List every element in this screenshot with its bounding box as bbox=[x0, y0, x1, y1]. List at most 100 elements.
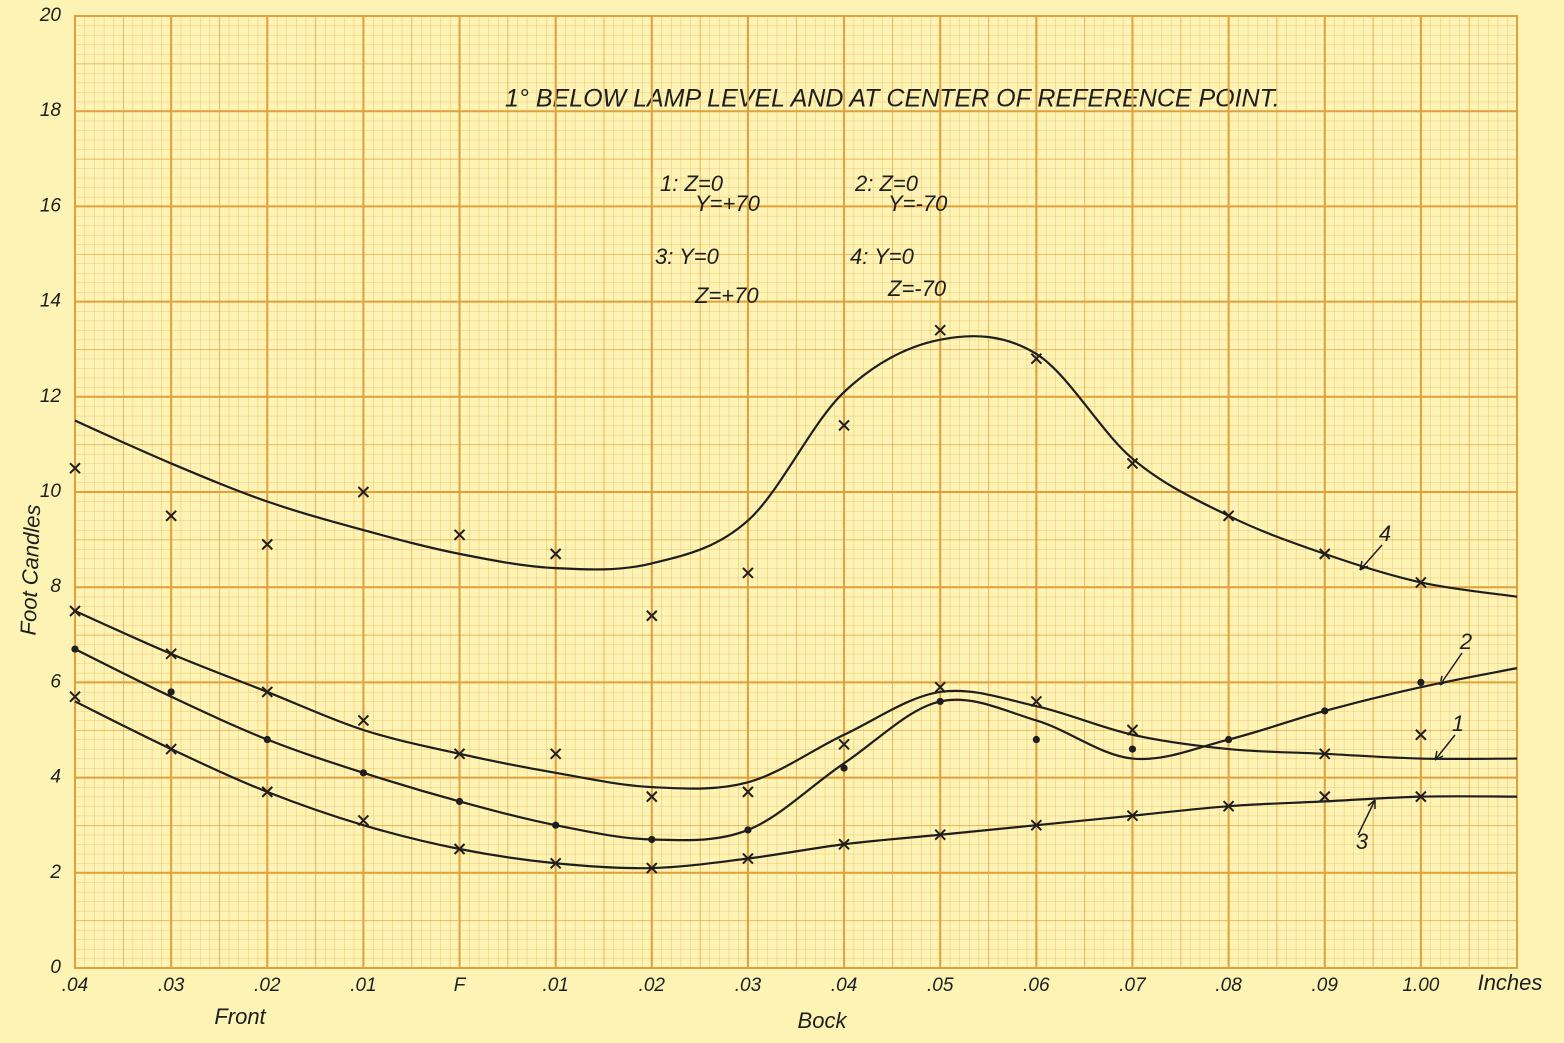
curve-label: 4 bbox=[1379, 521, 1391, 546]
series-curve bbox=[74, 609, 1518, 790]
y-tick-label: 2 bbox=[49, 862, 61, 883]
data-point bbox=[646, 610, 658, 622]
x-tick-label: .02 bbox=[254, 975, 281, 996]
data-point bbox=[261, 686, 273, 698]
data-point bbox=[357, 714, 370, 727]
y-tick-label: 16 bbox=[40, 195, 62, 216]
data-point bbox=[455, 797, 464, 806]
data-point bbox=[1222, 800, 1235, 812]
x-tick-label: .03 bbox=[735, 975, 762, 996]
data-point bbox=[648, 835, 656, 844]
data-point bbox=[1032, 735, 1040, 744]
data-point bbox=[69, 605, 81, 617]
data-point bbox=[1319, 548, 1331, 560]
data-point bbox=[744, 826, 752, 834]
data-point bbox=[1319, 790, 1331, 803]
data-point bbox=[1415, 790, 1427, 803]
x-axis-label: Bock bbox=[798, 1008, 848, 1033]
legend-entry: Z=-70 bbox=[887, 276, 947, 301]
y-tick-label: 0 bbox=[50, 957, 61, 978]
data-point bbox=[359, 769, 367, 777]
y-tick-label: 4 bbox=[50, 767, 61, 788]
y-tick-label: 8 bbox=[50, 576, 61, 597]
data-point bbox=[936, 697, 944, 706]
legend-entry: Z=+70 bbox=[694, 283, 759, 308]
data-point bbox=[165, 648, 177, 660]
plot-frame bbox=[74, 15, 1518, 969]
series-curve bbox=[74, 335, 1518, 598]
data-point bbox=[838, 738, 850, 750]
data-point bbox=[549, 548, 562, 560]
data-point bbox=[261, 786, 273, 798]
data-point bbox=[165, 510, 177, 522]
data-point bbox=[549, 857, 562, 869]
data-point bbox=[934, 681, 946, 693]
series-curve bbox=[74, 700, 1518, 870]
data-point bbox=[165, 743, 177, 755]
data-point bbox=[742, 567, 754, 579]
x-tick-label: .08 bbox=[1215, 975, 1242, 996]
data-point bbox=[261, 538, 273, 551]
legend-entry: 1: Z=0 bbox=[660, 171, 724, 196]
x-tick-label: .06 bbox=[1023, 975, 1050, 996]
data-point bbox=[71, 645, 79, 653]
data-point bbox=[838, 419, 850, 432]
data-point bbox=[167, 688, 175, 696]
data-point bbox=[552, 821, 560, 829]
legend-entry: 2: Z=0 bbox=[854, 171, 919, 196]
data-point bbox=[840, 764, 848, 772]
x-tick-label: .02 bbox=[639, 975, 666, 996]
x-tick-label: .01 bbox=[350, 975, 376, 996]
data-point bbox=[549, 748, 562, 760]
data-point bbox=[742, 852, 754, 865]
data-point bbox=[1417, 678, 1425, 687]
data-point bbox=[646, 790, 658, 803]
data-point bbox=[1126, 457, 1139, 470]
data-point bbox=[1319, 748, 1331, 760]
data-point bbox=[453, 529, 466, 541]
x-tick-label: .04 bbox=[62, 975, 88, 996]
legend-entry: 4: Y=0 bbox=[850, 244, 915, 269]
data-point bbox=[742, 786, 754, 798]
x-tick-label: 1.00 bbox=[1402, 975, 1439, 996]
data-point bbox=[1030, 695, 1043, 708]
data-point bbox=[69, 690, 81, 703]
legend-entry: 3: Y=0 bbox=[655, 244, 720, 269]
x-tick-label: .01 bbox=[542, 975, 568, 996]
x-tick-label: .07 bbox=[1119, 975, 1147, 996]
y-tick-label: 6 bbox=[50, 671, 61, 692]
y-axis-label: Foot Candles bbox=[16, 504, 46, 636]
x-tick-label: .04 bbox=[831, 975, 857, 996]
legend-entry: Y=+70 bbox=[695, 191, 761, 216]
data-point bbox=[453, 843, 466, 855]
data-point bbox=[1030, 819, 1043, 831]
x-tick-label: .05 bbox=[927, 975, 954, 996]
data-point bbox=[934, 324, 946, 336]
data-point bbox=[1415, 729, 1427, 741]
curve-label: 2 bbox=[1459, 629, 1472, 654]
series-curve bbox=[74, 648, 1518, 842]
curve-label: 3 bbox=[1356, 829, 1369, 854]
data-point bbox=[69, 462, 81, 474]
chart-title: 1° BELOW LAMP LEVEL AND AT CENTER OF REF… bbox=[505, 85, 1280, 113]
data-point bbox=[1126, 724, 1139, 736]
y-tick-label: 18 bbox=[40, 100, 62, 121]
y-tick-label: 14 bbox=[40, 291, 61, 312]
data-point bbox=[1222, 510, 1235, 522]
x-tick-label: .03 bbox=[158, 975, 185, 996]
data-point bbox=[1030, 353, 1043, 365]
x-tick-label: F bbox=[454, 975, 467, 996]
y-tick-label: 12 bbox=[40, 386, 62, 407]
data-point bbox=[838, 838, 850, 850]
data-point bbox=[1321, 707, 1329, 715]
legend-entry: Y=-70 bbox=[888, 191, 948, 216]
data-point bbox=[646, 862, 658, 874]
data-point bbox=[934, 829, 946, 841]
data-point bbox=[1415, 576, 1427, 589]
x-axis-label-front: Front bbox=[214, 1004, 266, 1029]
data-point bbox=[1128, 745, 1137, 753]
y-tick-label: 10 bbox=[40, 481, 62, 502]
data-point bbox=[1126, 809, 1139, 822]
x-tick-label: .09 bbox=[1312, 975, 1339, 996]
